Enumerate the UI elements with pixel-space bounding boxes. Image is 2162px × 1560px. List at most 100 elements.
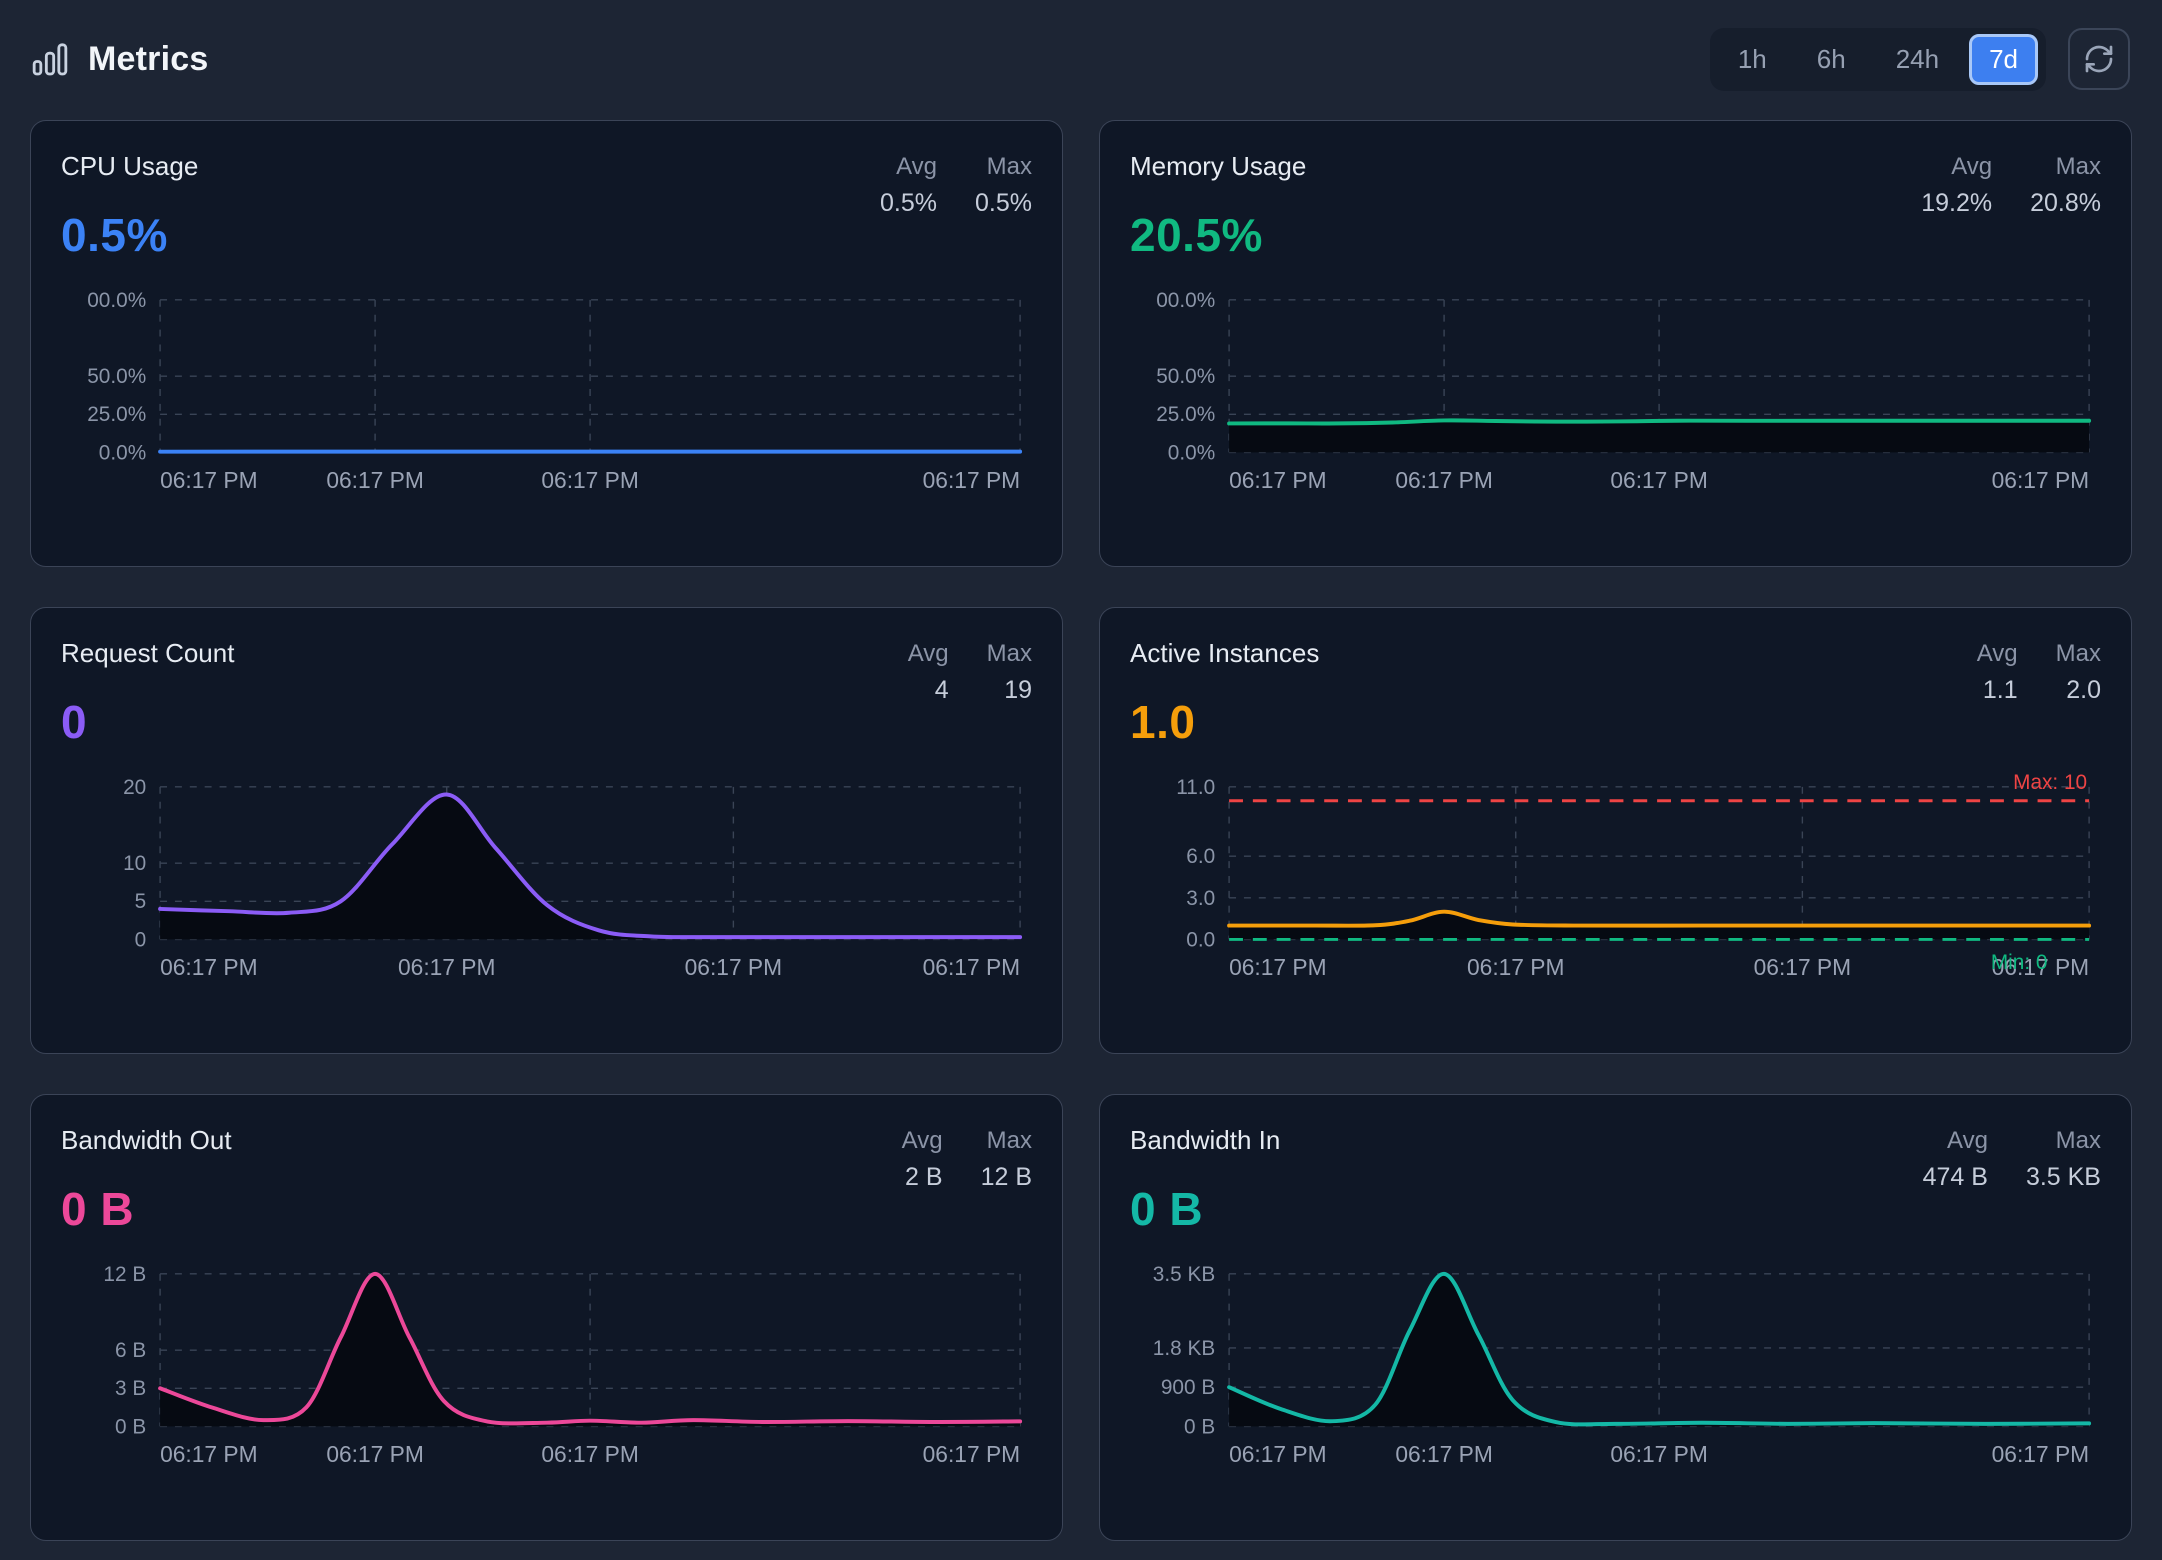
svg-text:06:17 PM: 06:17 PM <box>1229 954 1326 980</box>
time-range-button[interactable]: 7d <box>1969 33 2038 85</box>
svg-text:11.0: 11.0 <box>1176 776 1215 799</box>
svg-text:06:17 PM: 06:17 PM <box>1395 1441 1492 1467</box>
max-label: Max <box>986 1127 1032 1154</box>
page-title: Metrics <box>88 39 209 78</box>
max-label: Max <box>2055 153 2101 180</box>
svg-text:900 B: 900 B <box>1161 1376 1215 1399</box>
svg-text:0: 0 <box>135 928 147 951</box>
avg-label: Avg <box>1976 640 2018 667</box>
stats-block: Avg Max 474 B 3.5 KB <box>1923 1127 2101 1192</box>
metric-card-request-count: Request Count 0 Avg Max 4 19 20 10 5 0 06:17… <box>30 607 1063 1054</box>
time-range-button[interactable]: 24h <box>1876 34 1959 85</box>
card-title: Memory Usage <box>1130 151 1307 181</box>
svg-text:00.0%: 00.0% <box>1156 289 1215 312</box>
time-range-button[interactable]: 6h <box>1797 34 1866 85</box>
metric-value: 0.5% <box>61 209 168 261</box>
metric-value: 1.0 <box>1130 696 1196 748</box>
metric-chart: 12 B 6 B 3 B 0 B 06:17 PM 06:17 PM 06:17 PM 06:… <box>103 1263 1023 1467</box>
svg-text:06:17 PM: 06:17 PM <box>1992 467 2089 493</box>
svg-text:50.0%: 50.0% <box>87 365 146 388</box>
svg-text:0 B: 0 B <box>115 1415 146 1438</box>
svg-text:06:17 PM: 06:17 PM <box>160 1441 257 1467</box>
metric-chart: 3.5 KB 1.8 KB 900 B 0 B 06:17 PM 06:17 PM 06:1… <box>1153 1263 2092 1467</box>
svg-text:3.5 KB: 3.5 KB <box>1153 1263 1215 1286</box>
svg-text:06:17 PM: 06:17 PM <box>1610 1441 1707 1467</box>
max-value: 2.0 <box>2066 676 2101 704</box>
bar-chart-icon <box>30 39 70 79</box>
svg-text:06:17 PM: 06:17 PM <box>1992 954 2089 980</box>
avg-value: 2 B <box>905 1163 943 1191</box>
metric-value: 0 B <box>1130 1183 1204 1235</box>
svg-text:25.0%: 25.0% <box>87 403 146 426</box>
max-label: Max <box>2055 640 2101 667</box>
max-value: 20.8% <box>2030 189 2101 217</box>
metric-value: 0 <box>61 696 88 748</box>
metric-card-bandwidth-in: Bandwidth In 0 B Avg Max 474 B 3.5 KB 3.… <box>1099 1094 2132 1541</box>
svg-text:20: 20 <box>123 776 146 799</box>
svg-text:5: 5 <box>135 890 147 913</box>
avg-value: 4 <box>934 676 949 704</box>
max-label: Max <box>986 153 1032 180</box>
avg-label: Avg <box>896 153 938 180</box>
avg-label: Avg <box>1951 153 1993 180</box>
svg-text:0 B: 0 B <box>1184 1415 1215 1438</box>
stats-block: Avg Max 19.2% 20.8% <box>1921 153 2101 218</box>
svg-text:06:17 PM: 06:17 PM <box>1229 467 1326 493</box>
stats-block: Avg Max 1.1 2.0 <box>1977 640 2101 705</box>
svg-text:06:17 PM: 06:17 PM <box>1229 1441 1326 1467</box>
svg-text:06:17 PM: 06:17 PM <box>326 467 423 493</box>
metrics-grid: CPU Usage 0.5% Avg Max 0.5% 0.5% 00.0% 50… <box>0 120 2162 1541</box>
card-title: Bandwidth Out <box>61 1125 232 1155</box>
header-controls: 1h 6h 24h 7d <box>1709 27 2130 91</box>
svg-text:6 B: 6 B <box>115 1339 146 1362</box>
avg-value: 474 B <box>1922 1163 1988 1191</box>
svg-text:06:17 PM: 06:17 PM <box>541 1441 638 1467</box>
svg-text:06:17 PM: 06:17 PM <box>923 954 1020 980</box>
svg-text:06:17 PM: 06:17 PM <box>685 954 782 980</box>
svg-text:06:17 PM: 06:17 PM <box>1610 467 1707 493</box>
metric-chart: 20 10 5 0 06:17 PM 06:17 PM 06:17 PM 06:17 PM <box>123 776 1023 980</box>
max-value: 3.5 KB <box>2025 1163 2101 1191</box>
svg-text:06:17 PM: 06:17 PM <box>541 467 638 493</box>
metric-value: 20.5% <box>1130 209 1263 261</box>
avg-value: 0.5% <box>880 189 938 217</box>
svg-text:06:17 PM: 06:17 PM <box>398 954 495 980</box>
refresh-icon <box>2085 45 2113 73</box>
svg-text:0.0%: 0.0% <box>99 441 146 464</box>
card-title: Request Count <box>61 638 235 668</box>
time-range-button[interactable]: 1h <box>1718 34 1787 85</box>
svg-text:06:17 PM: 06:17 PM <box>1467 954 1564 980</box>
svg-text:06:17 PM: 06:17 PM <box>1754 954 1851 980</box>
svg-text:0.0: 0.0 <box>1186 928 1215 951</box>
time-range-group: 1h 6h 24h 7d <box>1709 27 2046 91</box>
max-value: 19 <box>1004 676 1032 704</box>
refresh-button[interactable] <box>2068 28 2130 90</box>
card-title: Active Instances <box>1130 638 1320 668</box>
svg-text:12 B: 12 B <box>103 1263 146 1286</box>
metric-value: 0 B <box>61 1183 135 1235</box>
max-value: 0.5% <box>975 189 1032 217</box>
svg-text:06:17 PM: 06:17 PM <box>1992 1441 2089 1467</box>
avg-value: 19.2% <box>1921 189 1993 217</box>
svg-text:06:17 PM: 06:17 PM <box>1395 467 1492 493</box>
metric-card-cpu-usage: CPU Usage 0.5% Avg Max 0.5% 0.5% 00.0% 50… <box>30 120 1063 567</box>
svg-text:06:17 PM: 06:17 PM <box>923 1441 1020 1467</box>
svg-text:06:17 PM: 06:17 PM <box>160 954 257 980</box>
brand: Metrics <box>30 39 208 79</box>
svg-text:50.0%: 50.0% <box>1156 365 1215 388</box>
svg-text:0.0%: 0.0% <box>1168 441 1215 464</box>
svg-text:3 B: 3 B <box>115 1377 146 1400</box>
metric-chart: 00.0% 50.0% 25.0% 0.0% 06:17 PM 06:17 PM 06:17… <box>1156 289 2092 493</box>
svg-text:06:17 PM: 06:17 PM <box>326 1441 423 1467</box>
top-bar: Metrics 1h 6h 24h 7d <box>0 0 2162 120</box>
svg-text:3.0: 3.0 <box>1186 887 1215 910</box>
svg-text:06:17 PM: 06:17 PM <box>923 467 1020 493</box>
svg-text:00.0%: 00.0% <box>87 289 146 312</box>
metric-card-memory-usage: Memory Usage 20.5% Avg Max 19.2% 20.8% 0… <box>1099 120 2132 567</box>
avg-value: 1.1 <box>1982 676 2018 704</box>
stats-block: Avg Max 0.5% 0.5% <box>880 153 1032 218</box>
card-title: CPU Usage <box>61 151 199 181</box>
svg-text:Min: 0: Min: 0 <box>1991 951 2048 974</box>
svg-text:Max: 10: Max: 10 <box>2013 771 2087 794</box>
svg-text:10: 10 <box>123 852 146 875</box>
